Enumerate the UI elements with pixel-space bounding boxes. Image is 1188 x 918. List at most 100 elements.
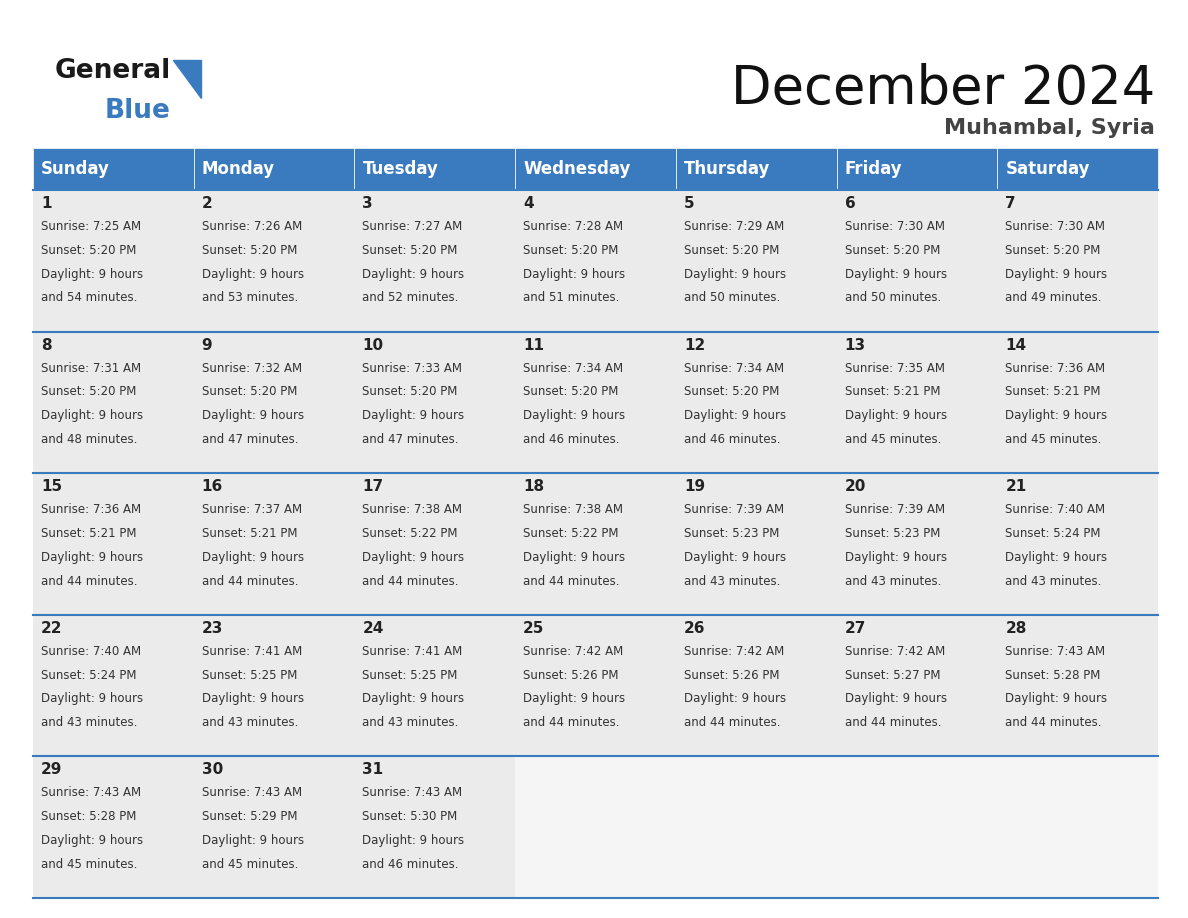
Text: 14: 14 bbox=[1005, 338, 1026, 353]
Text: and 53 minutes.: and 53 minutes. bbox=[202, 291, 298, 305]
Text: Sunrise: 7:34 AM: Sunrise: 7:34 AM bbox=[684, 362, 784, 375]
Text: and 46 minutes.: and 46 minutes. bbox=[684, 433, 781, 446]
Text: Daylight: 9 hours: Daylight: 9 hours bbox=[684, 551, 786, 564]
Text: Sunrise: 7:41 AM: Sunrise: 7:41 AM bbox=[362, 644, 462, 658]
Text: 28: 28 bbox=[1005, 621, 1026, 636]
Text: Muhambal, Syria: Muhambal, Syria bbox=[944, 118, 1155, 138]
Bar bbox=[516, 615, 676, 756]
Text: Sunset: 5:20 PM: Sunset: 5:20 PM bbox=[362, 386, 457, 398]
Text: and 44 minutes.: and 44 minutes. bbox=[362, 575, 459, 588]
Text: Sunrise: 7:37 AM: Sunrise: 7:37 AM bbox=[202, 503, 302, 516]
Text: Sunset: 5:25 PM: Sunset: 5:25 PM bbox=[362, 668, 457, 681]
Text: Sunset: 5:21 PM: Sunset: 5:21 PM bbox=[42, 527, 137, 540]
Text: and 44 minutes.: and 44 minutes. bbox=[523, 575, 620, 588]
Text: 13: 13 bbox=[845, 338, 866, 353]
Text: 25: 25 bbox=[523, 621, 544, 636]
Text: and 43 minutes.: and 43 minutes. bbox=[362, 716, 459, 729]
Text: Sunset: 5:23 PM: Sunset: 5:23 PM bbox=[845, 527, 940, 540]
Text: 23: 23 bbox=[202, 621, 223, 636]
Text: 27: 27 bbox=[845, 621, 866, 636]
Text: December 2024: December 2024 bbox=[731, 63, 1155, 115]
Text: 2: 2 bbox=[202, 196, 213, 211]
Text: and 44 minutes.: and 44 minutes. bbox=[684, 716, 781, 729]
Text: Sunrise: 7:36 AM: Sunrise: 7:36 AM bbox=[42, 503, 141, 516]
Text: Sunset: 5:20 PM: Sunset: 5:20 PM bbox=[42, 244, 137, 257]
Text: Daylight: 9 hours: Daylight: 9 hours bbox=[684, 267, 786, 281]
Text: Sunset: 5:23 PM: Sunset: 5:23 PM bbox=[684, 527, 779, 540]
Text: Daylight: 9 hours: Daylight: 9 hours bbox=[684, 409, 786, 422]
Text: Daylight: 9 hours: Daylight: 9 hours bbox=[523, 409, 625, 422]
Bar bbox=[354, 473, 516, 615]
Bar bbox=[194, 473, 354, 615]
Text: and 45 minutes.: and 45 minutes. bbox=[202, 857, 298, 871]
Bar bbox=[836, 331, 997, 473]
Text: and 46 minutes.: and 46 minutes. bbox=[362, 857, 459, 871]
Text: Daylight: 9 hours: Daylight: 9 hours bbox=[202, 692, 304, 705]
Text: Sunrise: 7:38 AM: Sunrise: 7:38 AM bbox=[362, 503, 462, 516]
Bar bbox=[836, 190, 997, 331]
Bar bbox=[676, 331, 836, 473]
Text: and 50 minutes.: and 50 minutes. bbox=[684, 291, 781, 305]
Bar bbox=[676, 190, 836, 331]
Text: Sunset: 5:20 PM: Sunset: 5:20 PM bbox=[42, 386, 137, 398]
Text: Friday: Friday bbox=[845, 160, 902, 178]
Text: 4: 4 bbox=[523, 196, 533, 211]
Text: Daylight: 9 hours: Daylight: 9 hours bbox=[523, 692, 625, 705]
Text: 24: 24 bbox=[362, 621, 384, 636]
Text: Sunset: 5:26 PM: Sunset: 5:26 PM bbox=[684, 668, 779, 681]
Text: Sunset: 5:20 PM: Sunset: 5:20 PM bbox=[684, 386, 779, 398]
Text: Sunset: 5:20 PM: Sunset: 5:20 PM bbox=[1005, 244, 1101, 257]
Bar bbox=[516, 473, 676, 615]
Text: Daylight: 9 hours: Daylight: 9 hours bbox=[362, 409, 465, 422]
Text: Sunrise: 7:42 AM: Sunrise: 7:42 AM bbox=[523, 644, 624, 658]
Bar bbox=[33, 756, 194, 898]
Bar bbox=[676, 148, 836, 190]
Text: Sunset: 5:21 PM: Sunset: 5:21 PM bbox=[1005, 386, 1101, 398]
Text: and 45 minutes.: and 45 minutes. bbox=[845, 433, 941, 446]
Text: 12: 12 bbox=[684, 338, 706, 353]
Text: Daylight: 9 hours: Daylight: 9 hours bbox=[845, 692, 947, 705]
Text: Sunrise: 7:43 AM: Sunrise: 7:43 AM bbox=[202, 787, 302, 800]
Text: Daylight: 9 hours: Daylight: 9 hours bbox=[42, 834, 144, 847]
Text: and 54 minutes.: and 54 minutes. bbox=[42, 291, 138, 305]
Text: and 48 minutes.: and 48 minutes. bbox=[42, 433, 138, 446]
Text: Daylight: 9 hours: Daylight: 9 hours bbox=[1005, 409, 1107, 422]
Text: 15: 15 bbox=[42, 479, 62, 494]
Text: Daylight: 9 hours: Daylight: 9 hours bbox=[845, 551, 947, 564]
Text: Sunrise: 7:34 AM: Sunrise: 7:34 AM bbox=[523, 362, 624, 375]
Text: 6: 6 bbox=[845, 196, 855, 211]
Text: 7: 7 bbox=[1005, 196, 1016, 211]
Text: Sunset: 5:20 PM: Sunset: 5:20 PM bbox=[845, 244, 940, 257]
Text: and 47 minutes.: and 47 minutes. bbox=[362, 433, 459, 446]
Text: and 46 minutes.: and 46 minutes. bbox=[523, 433, 620, 446]
Bar bbox=[354, 756, 516, 898]
Text: 3: 3 bbox=[362, 196, 373, 211]
Text: Wednesday: Wednesday bbox=[523, 160, 631, 178]
Text: 1: 1 bbox=[42, 196, 51, 211]
Text: and 43 minutes.: and 43 minutes. bbox=[1005, 575, 1101, 588]
Text: 26: 26 bbox=[684, 621, 706, 636]
Text: Sunrise: 7:31 AM: Sunrise: 7:31 AM bbox=[42, 362, 141, 375]
Text: Daylight: 9 hours: Daylight: 9 hours bbox=[202, 409, 304, 422]
Text: Sunset: 5:20 PM: Sunset: 5:20 PM bbox=[523, 244, 619, 257]
Text: Sunrise: 7:25 AM: Sunrise: 7:25 AM bbox=[42, 220, 141, 233]
Text: Sunrise: 7:32 AM: Sunrise: 7:32 AM bbox=[202, 362, 302, 375]
Bar bbox=[516, 331, 676, 473]
Bar bbox=[836, 756, 997, 898]
Text: Sunset: 5:27 PM: Sunset: 5:27 PM bbox=[845, 668, 940, 681]
Text: Sunrise: 7:40 AM: Sunrise: 7:40 AM bbox=[1005, 503, 1106, 516]
Text: 16: 16 bbox=[202, 479, 223, 494]
Text: Daylight: 9 hours: Daylight: 9 hours bbox=[362, 692, 465, 705]
Text: Daylight: 9 hours: Daylight: 9 hours bbox=[845, 267, 947, 281]
Text: and 44 minutes.: and 44 minutes. bbox=[845, 716, 941, 729]
Text: Daylight: 9 hours: Daylight: 9 hours bbox=[845, 409, 947, 422]
Text: Sunrise: 7:33 AM: Sunrise: 7:33 AM bbox=[362, 362, 462, 375]
Text: Sunrise: 7:42 AM: Sunrise: 7:42 AM bbox=[684, 644, 784, 658]
Bar bbox=[194, 756, 354, 898]
Text: Sunrise: 7:38 AM: Sunrise: 7:38 AM bbox=[523, 503, 624, 516]
Text: Sunset: 5:25 PM: Sunset: 5:25 PM bbox=[202, 668, 297, 681]
Text: 21: 21 bbox=[1005, 479, 1026, 494]
Text: and 44 minutes.: and 44 minutes. bbox=[42, 575, 138, 588]
Text: Sunset: 5:21 PM: Sunset: 5:21 PM bbox=[202, 527, 297, 540]
Text: Daylight: 9 hours: Daylight: 9 hours bbox=[42, 267, 144, 281]
